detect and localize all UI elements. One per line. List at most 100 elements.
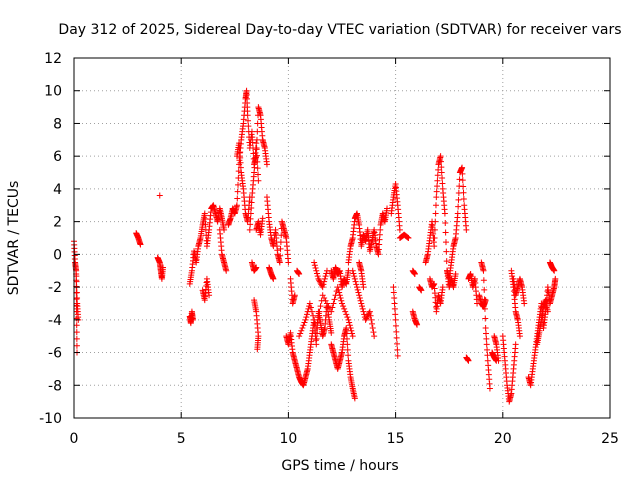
data-point [484, 352, 491, 359]
data-point [551, 267, 558, 274]
data-point [516, 333, 523, 340]
y-tick-label: 10 [44, 84, 62, 100]
data-point [411, 271, 418, 277]
data-point [307, 304, 314, 311]
data-point [331, 296, 338, 303]
data-point [348, 327, 355, 334]
data-point [439, 284, 446, 291]
data-point [336, 292, 343, 299]
data-point [277, 239, 284, 246]
data-point [369, 320, 376, 327]
data-point [342, 308, 349, 315]
data-point [336, 289, 343, 296]
data-point [328, 308, 335, 315]
data-point [202, 215, 209, 222]
data-point [311, 259, 318, 266]
data-point [358, 300, 365, 307]
data-point [346, 322, 353, 329]
data-point [313, 330, 320, 337]
data-point [339, 300, 345, 307]
data-point [253, 264, 260, 271]
data-point [404, 234, 411, 241]
data-point [483, 341, 490, 348]
x-tick-label: 20 [494, 431, 512, 447]
data-point [297, 330, 304, 337]
data-point [248, 205, 255, 211]
data-point [156, 192, 163, 199]
data-point [434, 177, 441, 184]
data-point [391, 300, 398, 307]
y-axis-label: SDTVAR / TECUs [6, 181, 22, 296]
data-point [357, 297, 364, 304]
data-point [314, 273, 321, 280]
data-point [370, 329, 377, 336]
data-point [455, 203, 462, 210]
data-point [325, 303, 332, 310]
data-point [311, 316, 318, 323]
data-point [276, 259, 283, 266]
data-point [435, 166, 442, 173]
data-point [308, 308, 315, 315]
data-point [201, 210, 208, 217]
data-point [73, 302, 80, 309]
axis-ticks: 0 5 10 15 20 25 -10 -8 -6 -4 -2 0 2 4 6 8 10 12 [39, 51, 619, 447]
data-point [439, 175, 446, 181]
data-point [300, 322, 307, 329]
data-point [484, 346, 491, 353]
data-point [277, 245, 284, 252]
data-point [249, 139, 256, 146]
data-point [481, 305, 488, 312]
data-point [73, 342, 80, 349]
data-point [431, 226, 438, 233]
data-point [249, 134, 256, 141]
data-point [414, 321, 421, 328]
plot-frame [73, 57, 611, 419]
data-point [315, 314, 322, 321]
data-point [296, 333, 303, 340]
data-point [442, 220, 449, 226]
data-point [337, 295, 344, 301]
x-tick-label: 0 [70, 431, 79, 447]
data-point [438, 164, 445, 171]
data-point [459, 164, 466, 171]
data-point [482, 325, 489, 331]
data-point [418, 287, 425, 294]
data-point [247, 221, 254, 228]
data-point [73, 329, 80, 336]
data-point [319, 292, 326, 299]
data-point [254, 346, 261, 353]
data-point [321, 295, 328, 301]
data-point [246, 226, 253, 233]
data-point [480, 267, 487, 274]
x-axis-label: GPS time / hours [281, 458, 398, 474]
data-point [313, 267, 320, 274]
data-point [459, 170, 466, 177]
data-point [321, 278, 328, 285]
data-point [247, 210, 254, 217]
data-point [356, 295, 363, 301]
data-point [483, 330, 490, 337]
data-point [343, 311, 350, 318]
data-point [452, 271, 459, 277]
data-point [355, 289, 362, 296]
data-point [366, 310, 373, 316]
data-point [433, 188, 440, 195]
data-point [317, 280, 324, 286]
data-point [442, 229, 449, 236]
data-point [463, 226, 470, 233]
data-point [314, 319, 321, 326]
data-point [341, 305, 348, 312]
data-point [493, 357, 500, 364]
data-point [360, 308, 367, 315]
data-point [364, 314, 371, 321]
data-point [443, 258, 450, 265]
data-point [255, 171, 262, 178]
data-point [482, 315, 489, 322]
data-point [254, 158, 261, 165]
data-point [481, 286, 488, 293]
data-point [459, 177, 466, 184]
data-point [349, 267, 356, 274]
y-tick-label: -8 [48, 378, 62, 394]
y-tick-label: -2 [48, 280, 62, 296]
